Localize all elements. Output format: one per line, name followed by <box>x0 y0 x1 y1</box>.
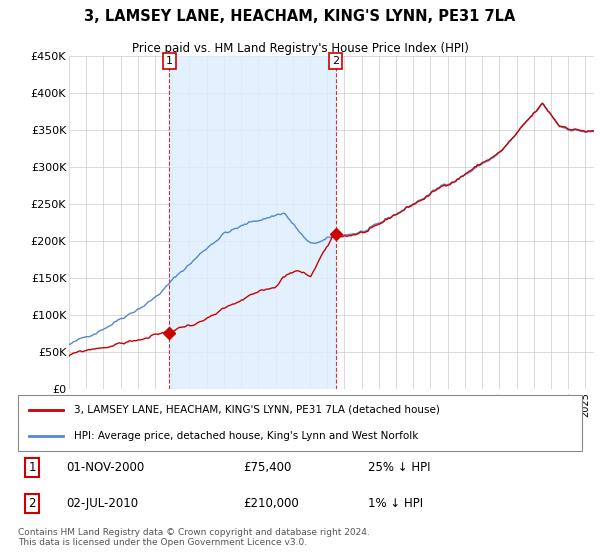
Text: £210,000: £210,000 <box>244 497 299 510</box>
FancyBboxPatch shape <box>18 395 582 451</box>
Text: 2: 2 <box>332 56 340 66</box>
Text: HPI: Average price, detached house, King's Lynn and West Norfolk: HPI: Average price, detached house, King… <box>74 431 419 441</box>
Text: £75,400: £75,400 <box>244 461 292 474</box>
Text: 3, LAMSEY LANE, HEACHAM, KING'S LYNN, PE31 7LA (detached house): 3, LAMSEY LANE, HEACHAM, KING'S LYNN, PE… <box>74 405 440 415</box>
Text: 2: 2 <box>28 497 36 510</box>
Text: Price paid vs. HM Land Registry's House Price Index (HPI): Price paid vs. HM Land Registry's House … <box>131 43 469 55</box>
Text: 3, LAMSEY LANE, HEACHAM, KING'S LYNN, PE31 7LA: 3, LAMSEY LANE, HEACHAM, KING'S LYNN, PE… <box>85 9 515 24</box>
Text: 1: 1 <box>166 56 173 66</box>
Text: Contains HM Land Registry data © Crown copyright and database right 2024.
This d: Contains HM Land Registry data © Crown c… <box>18 528 370 548</box>
Text: 1% ↓ HPI: 1% ↓ HPI <box>368 497 423 510</box>
Bar <box>169 56 336 389</box>
Text: 01-NOV-2000: 01-NOV-2000 <box>66 461 144 474</box>
Text: 25% ↓ HPI: 25% ↓ HPI <box>368 461 430 474</box>
Text: 02-JUL-2010: 02-JUL-2010 <box>66 497 138 510</box>
Text: 1: 1 <box>28 461 36 474</box>
